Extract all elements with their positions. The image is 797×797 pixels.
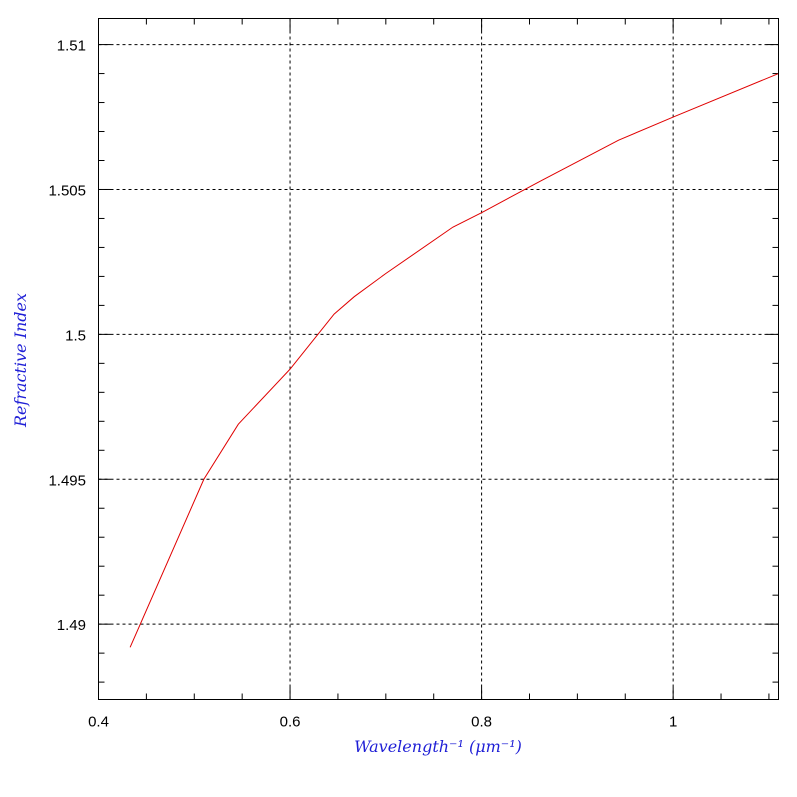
data-series — [129, 73, 779, 648]
series-line — [129, 73, 779, 648]
x-tick-label: 0.6 — [280, 714, 301, 731]
y-axis-label: Refractive Index — [11, 293, 30, 428]
y-tick-label: 1.5 — [65, 327, 86, 344]
y-tick-label: 1.49 — [57, 617, 86, 634]
x-axis-label: Wavelength⁻¹ (μm⁻¹) — [354, 737, 522, 756]
x-tick-label: 1 — [669, 714, 677, 731]
grid-lines — [98, 18, 779, 700]
y-tick-label: 1.505 — [48, 182, 86, 199]
axis-ticks — [98, 18, 779, 700]
x-tick-label: 0.4 — [88, 714, 109, 731]
y-tick-labels: 1.49 1.495 1.5 1.505 1.51 — [48, 38, 86, 635]
y-tick-label: 1.51 — [57, 38, 86, 55]
x-tick-label: 0.8 — [471, 714, 492, 731]
plot-frame — [98, 18, 779, 700]
y-tick-label: 1.495 — [48, 472, 86, 489]
x-tick-labels: 0.4 0.6 0.8 1 — [88, 714, 677, 731]
